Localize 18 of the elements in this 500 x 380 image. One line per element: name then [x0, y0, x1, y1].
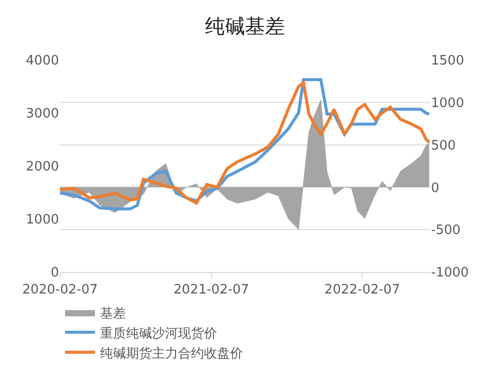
- y2-tick-label: 500: [431, 138, 456, 154]
- x-tick-label: 2022-02-07: [324, 282, 400, 298]
- y2-tick-label: 1000: [431, 96, 464, 111]
- y2-tick-label: 0: [431, 180, 440, 196]
- y-tick-label: 1000: [26, 212, 59, 228]
- y-tick-label: 0: [50, 266, 59, 281]
- x-tick-label: 2021-02-07: [174, 282, 250, 298]
- legend-label: 基差: [100, 306, 126, 322]
- y2-tick-label: -1000: [431, 266, 469, 281]
- legend-label: 重质纯碱沙河现货价: [100, 326, 217, 342]
- y2-tick-label: -500: [431, 223, 461, 238]
- x-tick-label: 2020-02-07: [22, 282, 98, 298]
- y2-tick-label: 1500: [431, 54, 464, 69]
- y-tick-label: 3000: [26, 106, 59, 122]
- y-tick-label: 2000: [26, 160, 59, 175]
- chart-title: 纯碱基差: [205, 14, 285, 38]
- legend-label: 纯碱期货主力合约收盘价: [100, 345, 243, 362]
- y-tick-label: 4000: [26, 54, 59, 69]
